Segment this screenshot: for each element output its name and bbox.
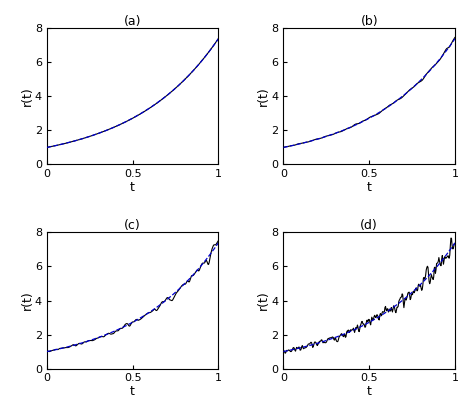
Title: (b): (b) [360, 15, 378, 28]
Y-axis label: r(t): r(t) [21, 291, 33, 310]
X-axis label: t: t [130, 181, 135, 194]
Title: (d): (d) [360, 220, 378, 232]
Title: (a): (a) [124, 15, 141, 28]
X-axis label: t: t [130, 385, 135, 398]
Y-axis label: r(t): r(t) [257, 291, 270, 310]
X-axis label: t: t [367, 385, 371, 398]
Y-axis label: r(t): r(t) [257, 87, 270, 106]
Title: (c): (c) [124, 220, 141, 232]
Y-axis label: r(t): r(t) [21, 87, 33, 106]
X-axis label: t: t [367, 181, 371, 194]
